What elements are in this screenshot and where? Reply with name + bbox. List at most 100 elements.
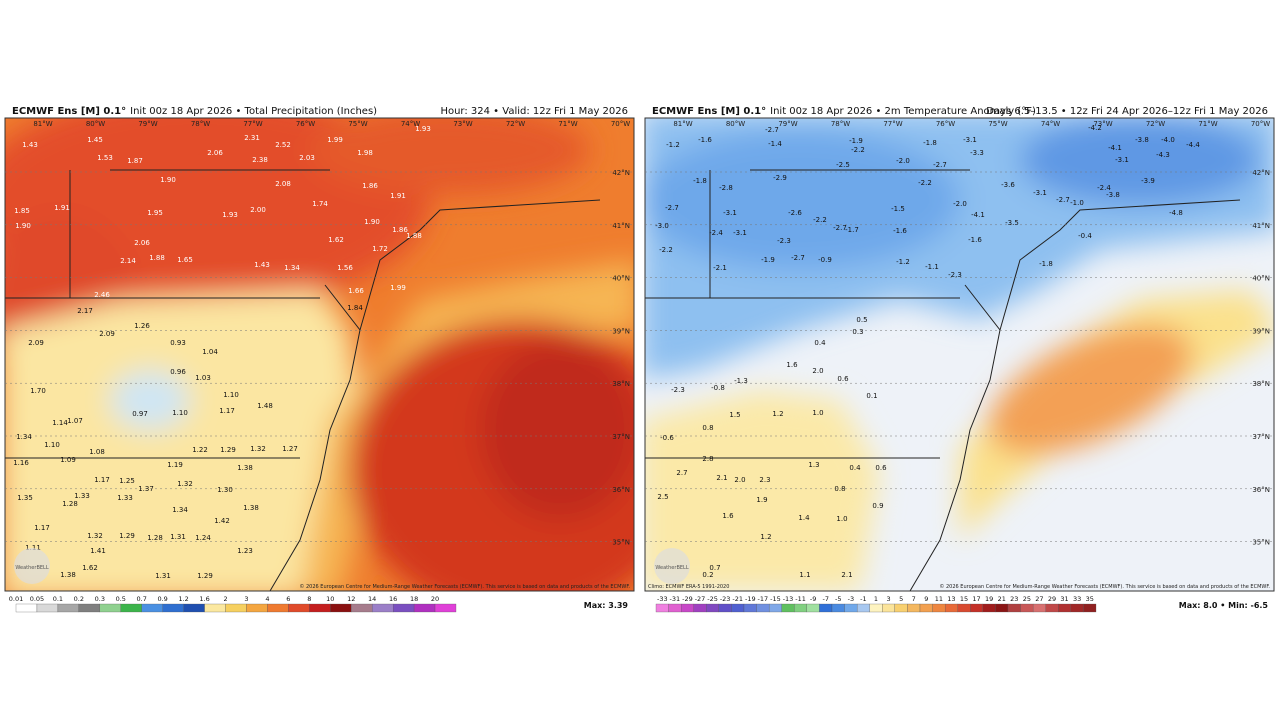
map-value: 1.0 (836, 515, 847, 523)
colorbar-label: 12 (347, 595, 355, 603)
lon-label: 72°W (506, 120, 525, 128)
lon-label: 73°W (1093, 120, 1112, 128)
panel-title: ECMWF Ens [M] 0.1° Init 00z 18 Apr 2026 •… (12, 106, 377, 117)
colorbar-swatch (1007, 603, 1021, 613)
map-value: -1.9 (849, 137, 863, 145)
map-value: 1.43 (22, 141, 38, 149)
map-value: 1.32 (177, 480, 193, 488)
map-value: 2.1 (716, 474, 727, 482)
lon-label: 80°W (726, 120, 745, 128)
map-value: 1.86 (362, 182, 378, 190)
map-value: 1.09 (60, 456, 76, 464)
map-value: 0.9 (872, 502, 883, 510)
map-value: 1.32 (250, 445, 266, 453)
map-value: 1.29 (119, 532, 135, 540)
map-value: -3.1 (733, 229, 747, 237)
title-text: Init 00z 18 Apr 2026 • 2m Temperature An… (770, 106, 1036, 117)
lat-label: 42°N (1252, 169, 1270, 177)
colorbar-label: 7 (912, 595, 916, 603)
lat-label: 38°N (612, 380, 630, 388)
map-value: -2.4 (709, 229, 723, 237)
map-value: -3.6 (1001, 181, 1015, 189)
map-value: -2.7 (933, 161, 947, 169)
map-value: 1.91 (54, 204, 70, 212)
colorbar-label: 0.9 (157, 595, 167, 603)
colorbar-label: 0.1 (53, 595, 63, 603)
map-value: 2.06 (207, 149, 223, 157)
map-value: 1.90 (15, 222, 31, 230)
map-value: 1.17 (34, 524, 50, 532)
colorbar-label: 0.01 (9, 595, 23, 603)
colorbar-swatch (1058, 603, 1072, 613)
colorbar-swatch (856, 603, 870, 613)
lon-label: 77°W (243, 120, 262, 128)
colorbar-swatch (768, 603, 782, 613)
colorbar-swatch (668, 603, 682, 613)
map-value: 0.8 (702, 424, 713, 432)
map-value: 1.45 (87, 136, 103, 144)
map-value: 0.96 (170, 368, 186, 376)
map-value: -3.1 (1115, 156, 1129, 164)
map-value: -2.7 (665, 204, 679, 212)
map-value: -2.6 (788, 209, 802, 217)
map-value: 1.74 (312, 200, 328, 208)
map-value: 1.28 (147, 534, 163, 542)
colorbar-label: 0.3 (95, 595, 105, 603)
map-value: -1.2 (896, 258, 910, 266)
colorbar-label: 35 (1086, 595, 1094, 603)
map-value: -4.4 (1186, 141, 1200, 149)
map-value: -1.8 (923, 139, 937, 147)
colorbar-label: 13 (947, 595, 955, 603)
colorbar-swatch (434, 603, 457, 613)
lat-label: 41°N (1252, 222, 1270, 230)
map-value: 1.23 (237, 547, 253, 555)
map-value: 0.2 (702, 571, 713, 579)
map-value: 1.65 (177, 256, 193, 264)
map-value: 0.5 (856, 316, 867, 324)
map-value: 0.6 (875, 464, 887, 472)
colorbar-swatch (1045, 603, 1059, 613)
map-value: 1.34 (16, 433, 32, 441)
colorbar-label: 10 (326, 595, 334, 603)
map-value: -0.4 (1078, 232, 1092, 240)
colorbar-swatch (15, 603, 38, 613)
lon-label: 79°W (778, 120, 797, 128)
map-value: -2.3 (671, 386, 685, 394)
map-value: 1.38 (60, 571, 76, 579)
map-value: 1.19 (167, 461, 183, 469)
lat-label: 40°N (1252, 275, 1270, 283)
lat-label: 37°N (1252, 433, 1270, 441)
map-value: 2.0 (734, 476, 745, 484)
map-value: -3.8 (1106, 191, 1120, 199)
lat-label: 36°N (1252, 486, 1270, 494)
map-value: 1.33 (117, 494, 133, 502)
map-value: 0.4 (814, 339, 826, 347)
map-value: 1.26 (134, 322, 150, 330)
lon-label: 79°W (138, 120, 157, 128)
map-value: 1.93 (415, 125, 431, 133)
precip-map (5, 118, 634, 591)
map-value: -2.7 (1056, 196, 1070, 204)
colorbar-swatch (655, 603, 669, 613)
map-value: 1.04 (202, 348, 218, 356)
colorbar-label: 0.5 (116, 595, 126, 603)
lon-label: 70°W (1251, 120, 1270, 128)
map-value: -1.8 (1039, 260, 1053, 268)
map-value: 1.31 (155, 572, 171, 580)
map-value: 1.53 (97, 154, 113, 162)
colorbar-label: 20 (431, 595, 439, 603)
map-value: 1.10 (223, 391, 239, 399)
colorbar-label: 11 (935, 595, 943, 603)
map-value: 1.29 (220, 446, 236, 454)
map-value: 1.1 (799, 571, 810, 579)
map-value: 2.03 (299, 154, 315, 162)
logo-badge (654, 548, 690, 584)
map-value: -2.0 (896, 157, 910, 165)
map-value: 1.88 (149, 254, 165, 262)
map-value: 1.66 (348, 287, 364, 295)
map-value: 2.00 (250, 206, 266, 214)
lon-label: 73°W (453, 120, 472, 128)
colorbar-label: 25 (1023, 595, 1031, 603)
map-frame (4, 117, 635, 592)
